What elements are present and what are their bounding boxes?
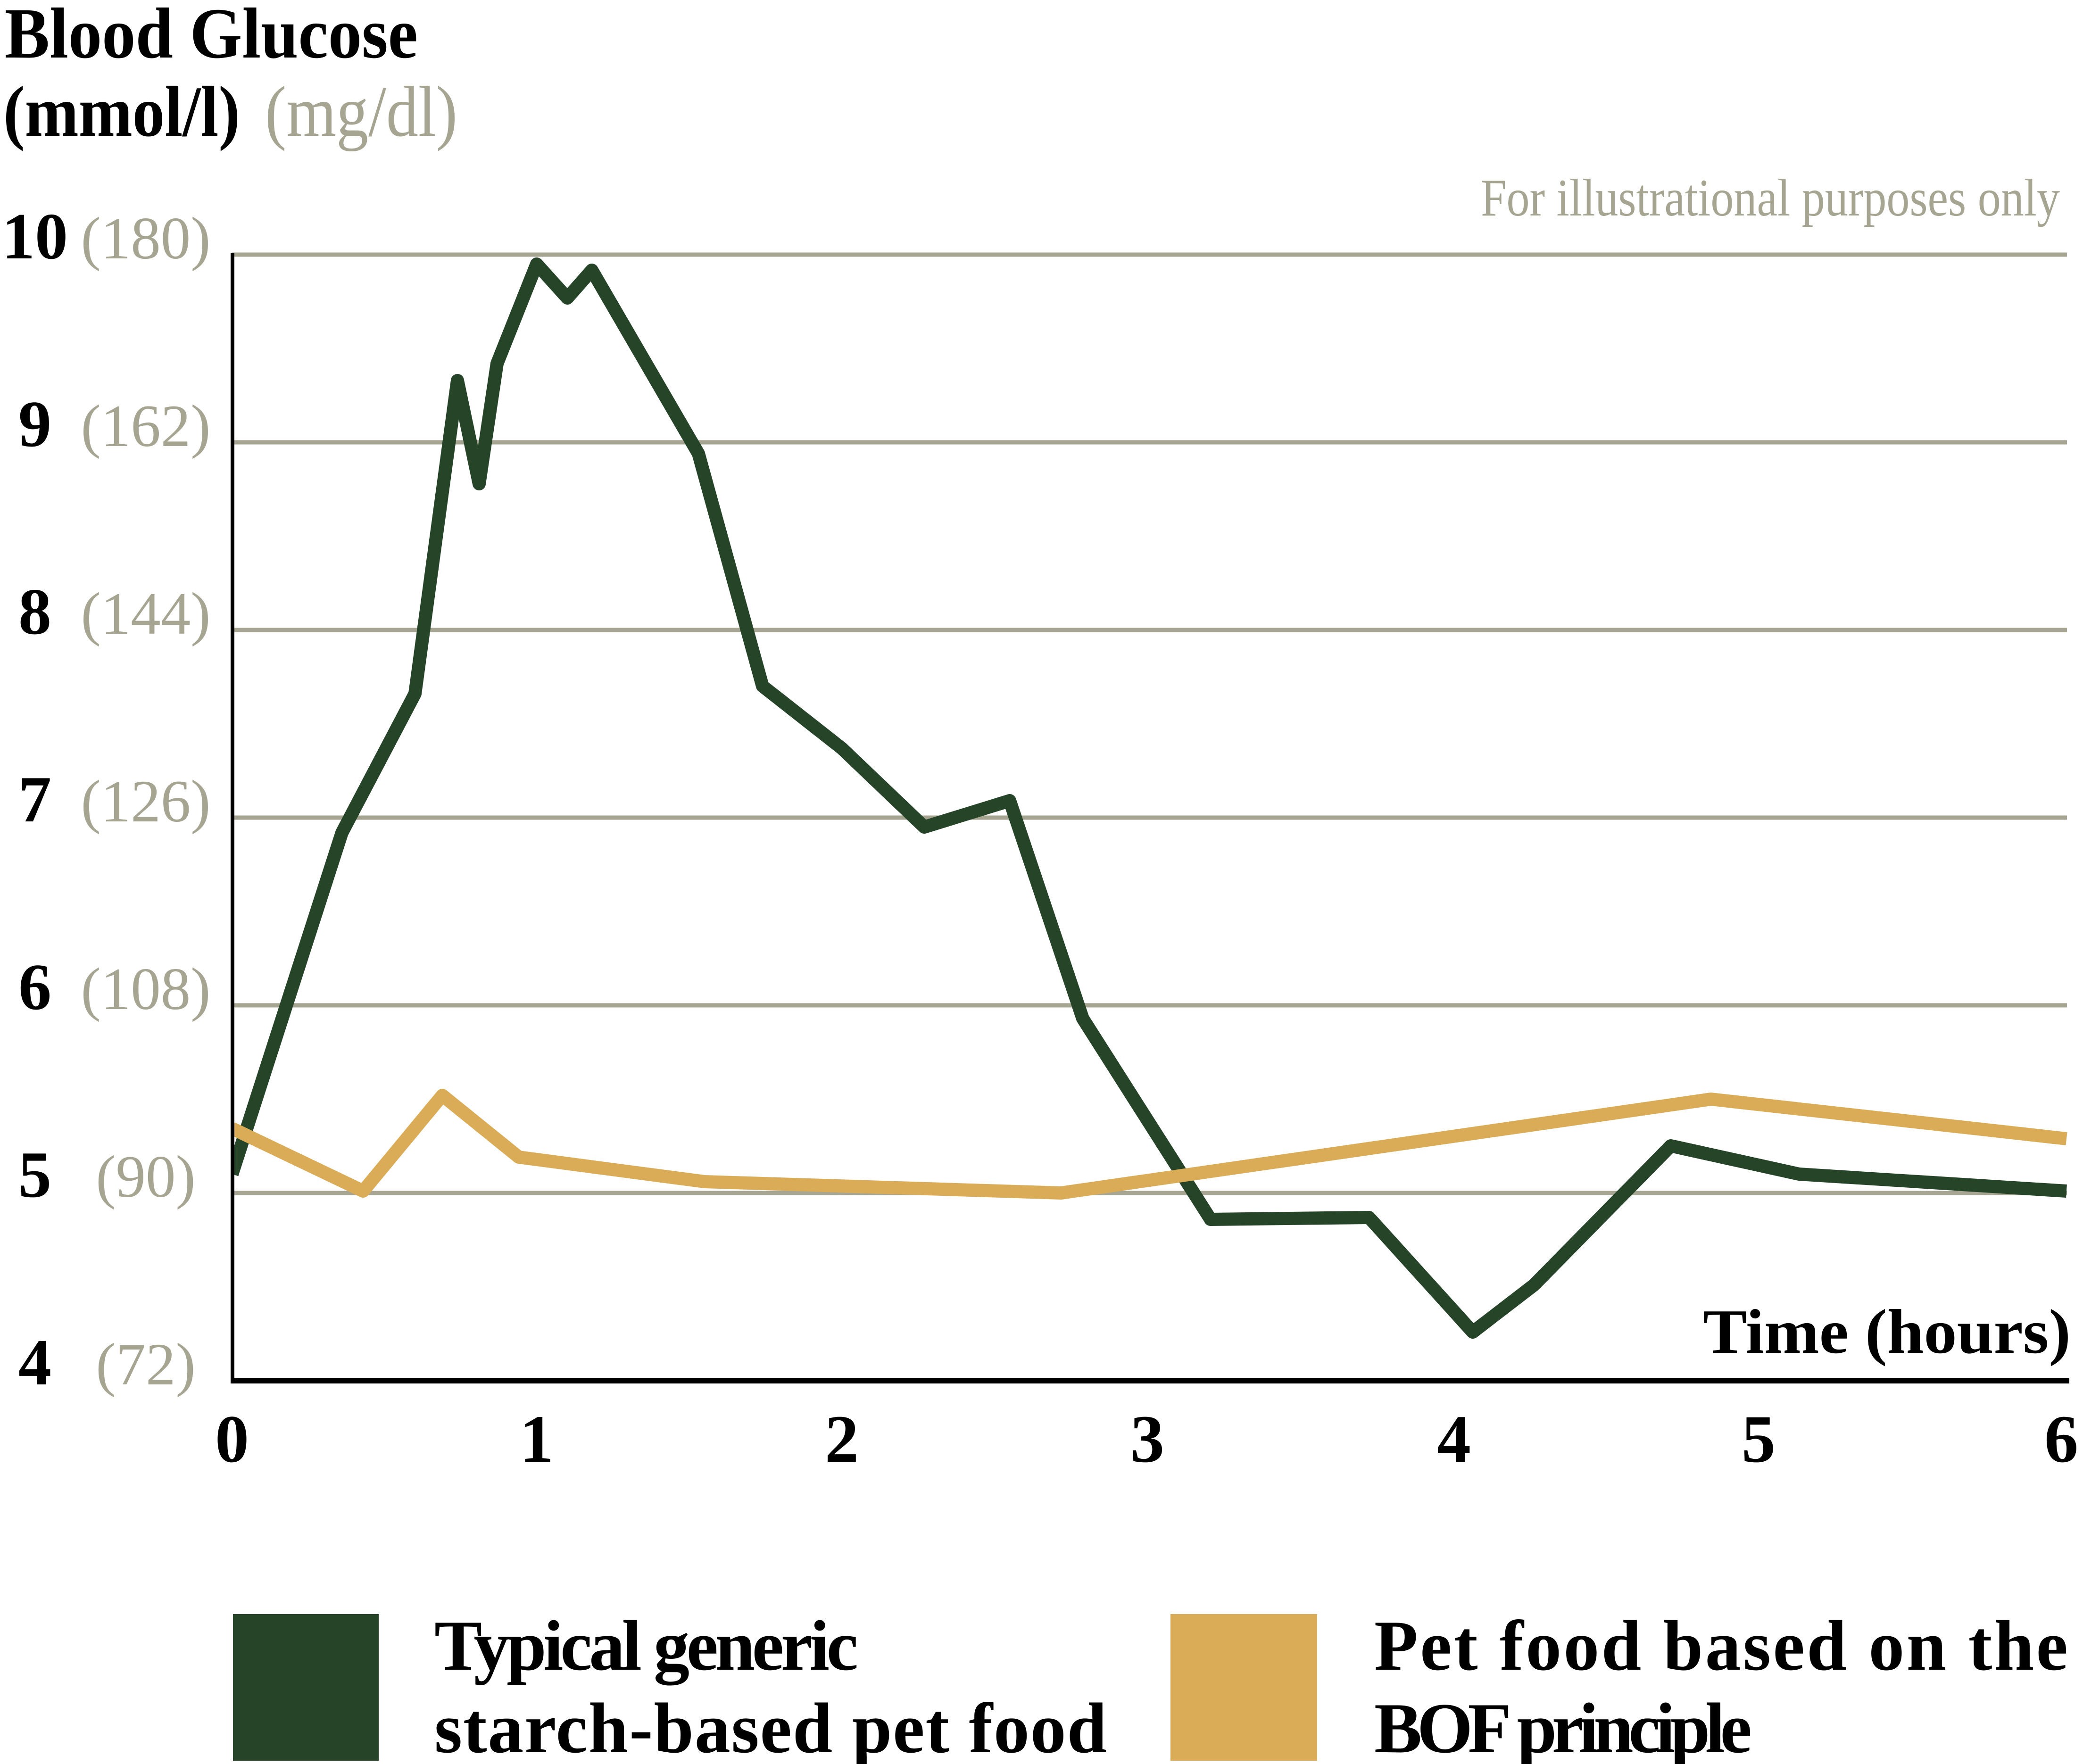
svg-text:3: 3 bbox=[1130, 1402, 1164, 1477]
svg-text:8: 8 bbox=[18, 575, 51, 648]
svg-text:0: 0 bbox=[215, 1402, 249, 1477]
svg-text:(162): (162) bbox=[81, 393, 210, 459]
svg-text:starch-based pet food: starch-based pet food bbox=[434, 1689, 1107, 1764]
svg-text:(90): (90) bbox=[96, 1144, 196, 1210]
svg-text:(126): (126) bbox=[81, 769, 210, 835]
svg-text:6: 6 bbox=[2044, 1402, 2078, 1477]
svg-text:For illustrational purposes on: For illustrational purposes only bbox=[1481, 169, 2060, 227]
svg-text:(mg/dl): (mg/dl) bbox=[265, 72, 457, 152]
svg-text:Blood Glucose: Blood Glucose bbox=[5, 0, 418, 74]
svg-text:(mmol/l): (mmol/l) bbox=[3, 72, 240, 152]
svg-text:BOF principle: BOF principle bbox=[1374, 1689, 1752, 1764]
svg-text:Time (hours): Time (hours) bbox=[1703, 1297, 2071, 1366]
svg-text:Pet food based on the: Pet food based on the bbox=[1374, 1606, 2068, 1685]
svg-text:10: 10 bbox=[2, 200, 68, 273]
svg-text:Typical generic: Typical generic bbox=[434, 1606, 858, 1686]
svg-text:1: 1 bbox=[520, 1402, 554, 1477]
svg-text:(180): (180) bbox=[81, 206, 210, 272]
svg-text:(108): (108) bbox=[81, 956, 210, 1022]
svg-text:(72): (72) bbox=[96, 1332, 196, 1398]
svg-text:4: 4 bbox=[18, 1326, 51, 1399]
svg-text:5: 5 bbox=[1742, 1402, 1776, 1477]
svg-text:5: 5 bbox=[18, 1138, 51, 1211]
svg-text:(144): (144) bbox=[81, 581, 210, 647]
svg-text:9: 9 bbox=[18, 388, 51, 461]
svg-text:2: 2 bbox=[825, 1402, 859, 1477]
svg-text:4: 4 bbox=[1437, 1402, 1471, 1477]
svg-text:7: 7 bbox=[18, 763, 51, 836]
svg-text:6: 6 bbox=[18, 951, 51, 1024]
